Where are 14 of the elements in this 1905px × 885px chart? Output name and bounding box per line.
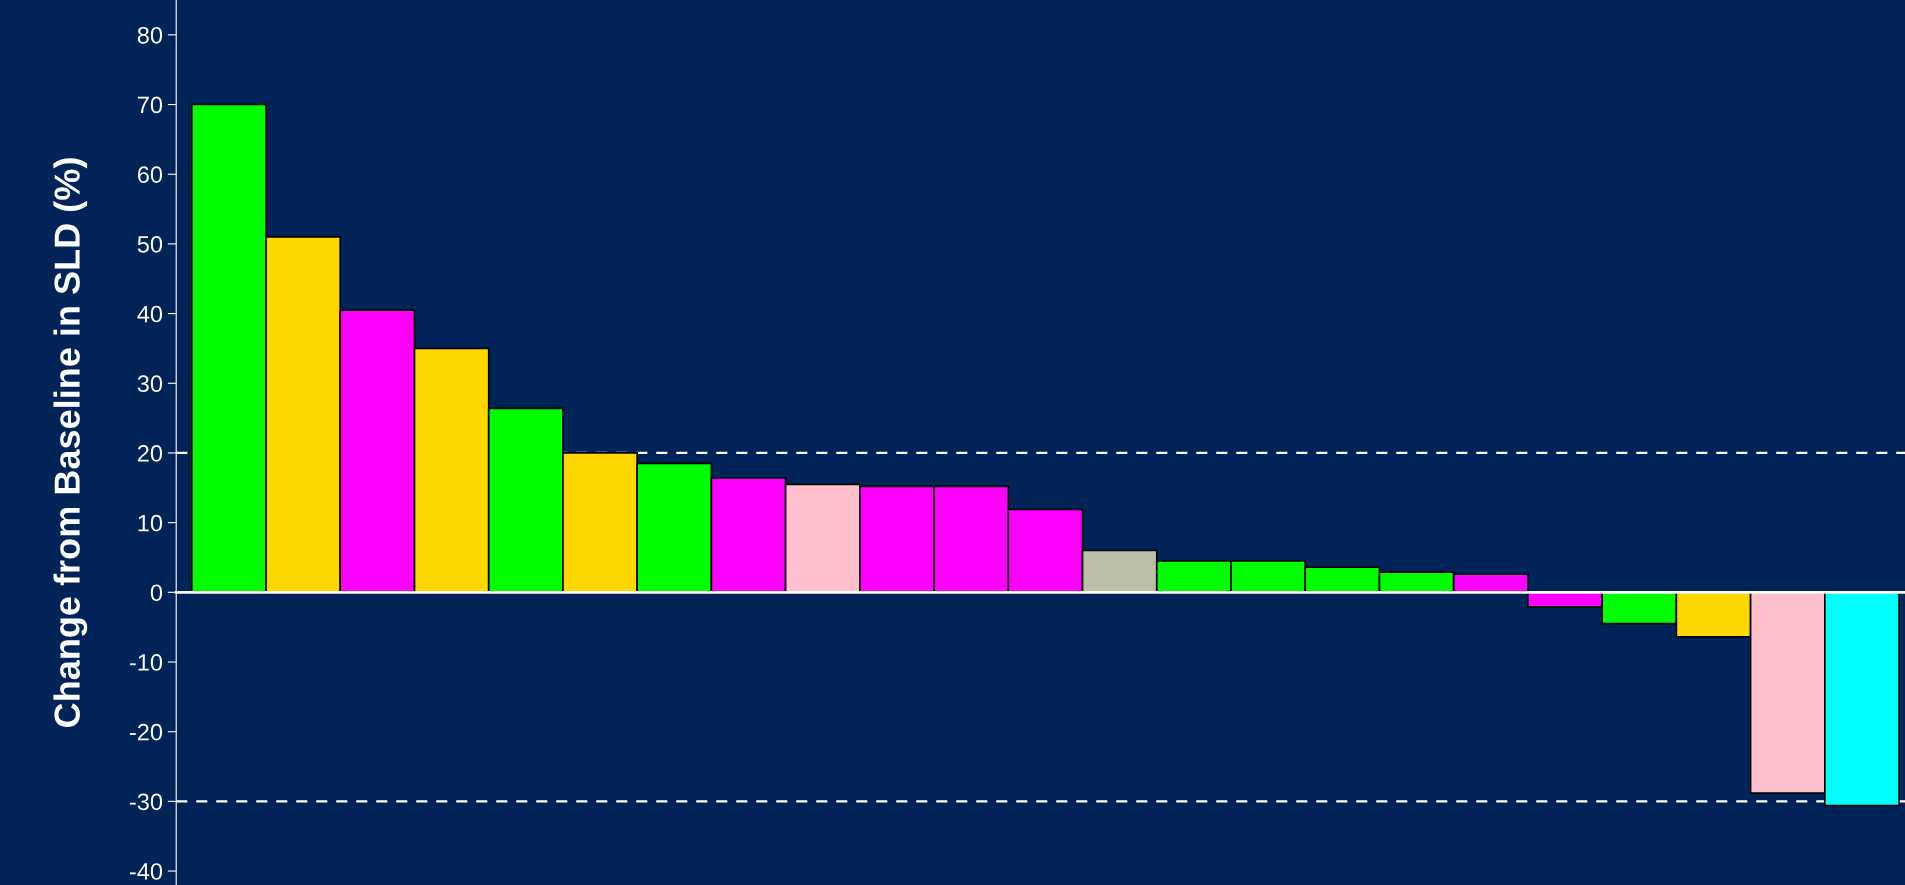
y-tick-label: 70 [137, 96, 163, 114]
y-tick-label: 30 [137, 375, 163, 393]
y-tick-label: 20 [137, 445, 163, 462]
y-tick-label: 40 [137, 305, 163, 323]
y-tick-label: -20 [129, 723, 163, 741]
y-tick-label: -40 [129, 863, 163, 880]
y-tick-label: -10 [129, 654, 163, 671]
y-axis-title: Change from Baseline in SLD (%) [53, 158, 88, 727]
y-tick-label: 10 [138, 514, 163, 532]
y-tick-label: 80 [137, 26, 163, 44]
y-tick-label: -30 [129, 793, 163, 811]
y-tick-label: 50 [137, 235, 163, 253]
y-tick-label: 0 [150, 584, 163, 602]
y-tick-label: 60 [137, 166, 163, 183]
